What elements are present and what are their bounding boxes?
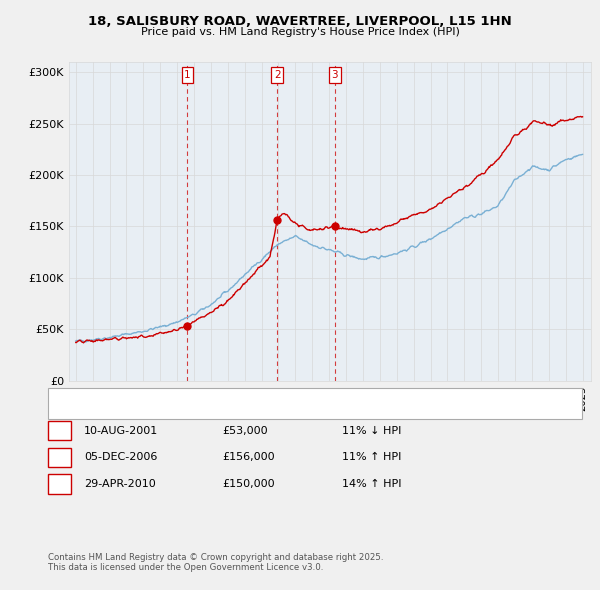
- Text: 2: 2: [56, 451, 63, 464]
- Text: 18, SALISBURY ROAD, WAVERTREE, LIVERPOOL, L15 1HN: 18, SALISBURY ROAD, WAVERTREE, LIVERPOOL…: [88, 15, 512, 28]
- Text: 3: 3: [331, 70, 338, 80]
- Text: £156,000: £156,000: [222, 453, 275, 462]
- Text: Price paid vs. HM Land Registry's House Price Index (HPI): Price paid vs. HM Land Registry's House …: [140, 27, 460, 37]
- Text: 10-AUG-2001: 10-AUG-2001: [84, 426, 158, 435]
- Text: £53,000: £53,000: [222, 426, 268, 435]
- Text: 14% ↑ HPI: 14% ↑ HPI: [342, 479, 401, 489]
- Text: 18, SALISBURY ROAD, WAVERTREE, LIVERPOOL, L15 1HN (semi-detached house): 18, SALISBURY ROAD, WAVERTREE, LIVERPOOL…: [94, 392, 488, 402]
- Text: Contains HM Land Registry data © Crown copyright and database right 2025.
This d: Contains HM Land Registry data © Crown c…: [48, 553, 383, 572]
- Text: 11% ↓ HPI: 11% ↓ HPI: [342, 426, 401, 435]
- Text: 29-APR-2010: 29-APR-2010: [84, 479, 156, 489]
- Text: 05-DEC-2006: 05-DEC-2006: [84, 453, 157, 462]
- Text: 2: 2: [274, 70, 280, 80]
- Text: 1: 1: [56, 424, 63, 437]
- Text: 11% ↑ HPI: 11% ↑ HPI: [342, 453, 401, 462]
- Text: 1: 1: [184, 70, 191, 80]
- Text: £150,000: £150,000: [222, 479, 275, 489]
- Text: 3: 3: [56, 477, 63, 490]
- Text: HPI: Average price, semi-detached house, Liverpool: HPI: Average price, semi-detached house,…: [94, 407, 347, 416]
